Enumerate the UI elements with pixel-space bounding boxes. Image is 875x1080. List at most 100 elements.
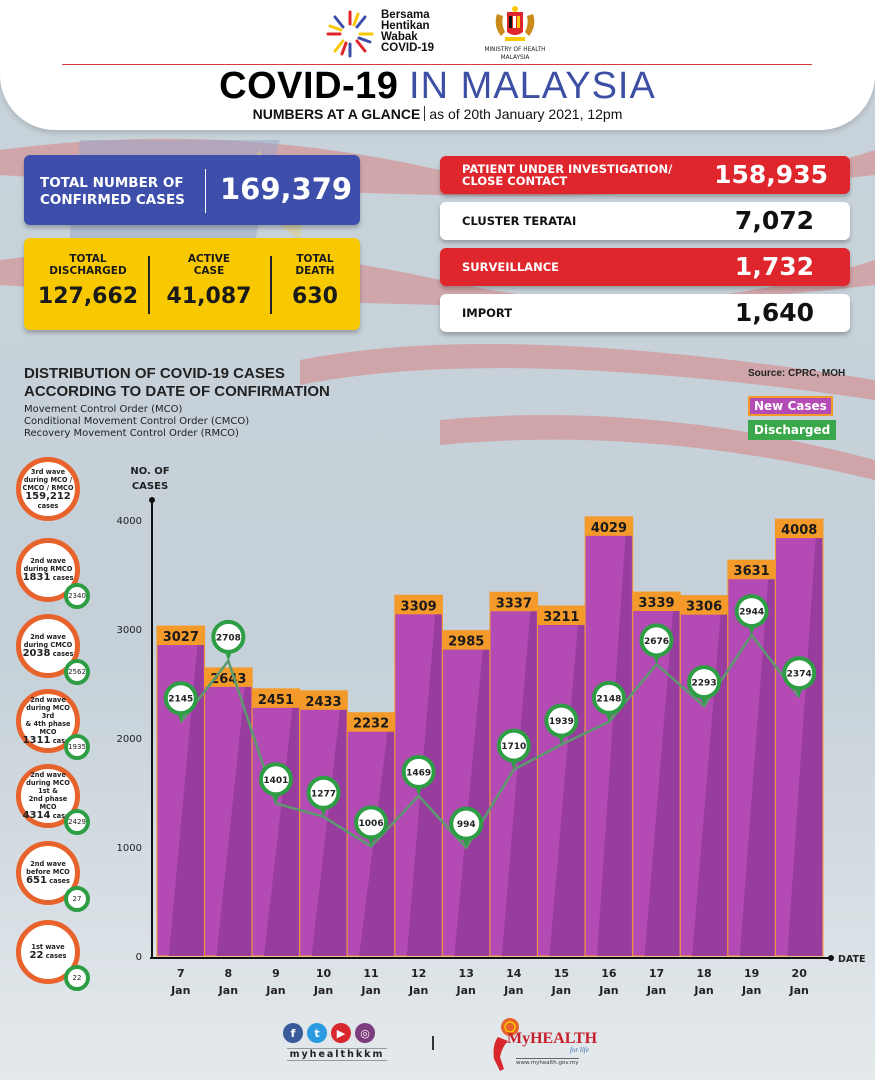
twitter-icon[interactable]: t	[307, 1023, 327, 1043]
bar-value-label: 3309	[401, 599, 437, 614]
discharged-marker	[163, 681, 198, 716]
x-tick-label-day: 14	[506, 967, 522, 980]
youtube-icon[interactable]: ▶	[331, 1023, 351, 1043]
chart-title: DISTRIBUTION OF COVID-19 CASES ACCORDING…	[24, 365, 330, 400]
bar-label-bg	[632, 592, 681, 612]
x-tick-label-month: Jan	[218, 984, 238, 997]
wave-text: 1st wave 22 cases	[29, 943, 67, 961]
discharged-value-label: 994	[457, 820, 476, 830]
y-tick-label: 4000	[117, 516, 142, 527]
x-tick-label-month: Jan	[789, 984, 809, 997]
bar-value-label: 2433	[305, 695, 341, 710]
bar-shade	[787, 537, 822, 956]
discharged-value-label: 2944	[739, 608, 764, 618]
discharged-value-label: 2293	[692, 679, 717, 689]
x-tick-label-day: 17	[649, 967, 664, 980]
campaign-logo-text: Bersama Hentikan Wabak COVID-19	[381, 9, 435, 54]
page-subtitle: NUMBERS AT A GLANCE as of 20th January 20…	[252, 106, 623, 122]
x-tick-label-month: Jan	[170, 984, 190, 997]
y-tick-label: 0	[136, 952, 142, 963]
discharged-marker	[782, 656, 817, 691]
bar-label-bg	[299, 690, 348, 710]
bar-value-label: 3306	[686, 600, 722, 615]
wave-text: 2nd wave during MCO 3rd & 4th phase MCO 131…	[22, 696, 74, 746]
x-tick-label-month: Jan	[360, 984, 380, 997]
discharged-value-label: 2374	[787, 670, 812, 680]
legend-discharged: Discharged	[748, 420, 837, 440]
x-tick-label-month: Jan	[693, 984, 713, 997]
wave-discharged-badge: 1935	[64, 734, 90, 760]
y-tick-label: 3000	[117, 625, 142, 636]
discharged-value-label: 1469	[406, 768, 431, 778]
x-tick-label-month: Jan	[456, 984, 476, 997]
bar-shade	[359, 730, 394, 956]
y-tick-label: 2000	[117, 734, 142, 745]
x-tick-label-day: 19	[744, 967, 759, 980]
y-axis-title: NO. OF CASES	[130, 466, 169, 492]
discharged-marker	[401, 754, 436, 789]
x-tick-label-day: 9	[272, 967, 280, 980]
social-handle: myhealthkkm	[287, 1048, 387, 1061]
header: Bersama Hentikan Wabak COVID-19 MINISTRY…	[0, 0, 875, 130]
footer-divider	[432, 1036, 434, 1050]
x-tick-label-day: 8	[225, 967, 233, 980]
x-tick-label-day: 11	[363, 967, 378, 980]
source-note: Source: CPRC, MOH	[748, 368, 846, 379]
wave-discharged-badge: 2429	[64, 809, 90, 835]
bar-value-label: 2451	[258, 693, 294, 708]
legend-new-cases: New Cases	[748, 396, 833, 416]
discharged-value-label: 1277	[311, 789, 336, 799]
wave-discharged-badge: 2340	[64, 583, 90, 609]
discharged-value-label: 1710	[501, 742, 526, 752]
category-pui-close-contact: PATIENT UNDER INVESTIGATION/CLOSE CONTAC…	[440, 156, 850, 194]
discharged-marker	[258, 762, 293, 797]
wave-discharged-badge: 27	[64, 886, 90, 912]
discharged-value-label: 1939	[549, 717, 574, 727]
y-tick-label: 1000	[117, 843, 142, 854]
total-death: TOTAL DEATH 630	[292, 253, 338, 309]
x-tick-label-day: 18	[696, 967, 711, 980]
wave-text: 3rd wave during MCO / CMCO / RMCO 159,212 ca…	[22, 468, 74, 510]
wave-discharged-badge: 22	[64, 965, 90, 991]
bar-shade	[264, 706, 299, 956]
discharged-marker	[734, 594, 769, 629]
x-tick-label-day: 13	[459, 967, 474, 980]
bar-value-label: 2643	[210, 672, 246, 687]
ministry-crest-icon	[495, 6, 535, 41]
myhealth-tagline: for life	[570, 1046, 589, 1054]
bar-label-bg	[394, 595, 443, 615]
x-tick-label-day: 20	[792, 967, 808, 980]
discharged-marker	[544, 703, 579, 738]
x-tick-label-day: 10	[316, 967, 332, 980]
bar-shade	[549, 624, 585, 956]
bar-value-label: 3027	[163, 630, 199, 645]
bar-label-bg	[252, 688, 300, 708]
bar-value-label: 2232	[353, 717, 389, 732]
y-axis-end-dot	[149, 497, 155, 503]
discharged-marker	[211, 619, 246, 654]
x-tick-label-day: 12	[411, 967, 426, 980]
x-tick-label-month: Jan	[646, 984, 666, 997]
discharged-value-label: 2145	[168, 695, 193, 705]
x-tick-label-month: Jan	[503, 984, 523, 997]
discharged-marker	[639, 623, 674, 658]
x-tick-label-month: Jan	[265, 984, 285, 997]
as-of-date: as of 20th January 2021, 12pm	[429, 106, 623, 122]
facebook-icon[interactable]: f	[283, 1023, 303, 1043]
discharged-marker	[306, 775, 341, 810]
myhealth-url[interactable]: www.myhealth.gov.my	[516, 1058, 579, 1066]
bar-label-bg	[442, 630, 490, 650]
instagram-icon[interactable]: ◎	[355, 1023, 375, 1043]
bar-label-bg	[537, 606, 586, 626]
discharged-marker	[496, 728, 531, 763]
discharged-value-label: 2708	[216, 633, 241, 643]
discharged-value-label: 1401	[263, 776, 288, 786]
bar-shade	[216, 685, 252, 956]
x-tick-label-month: Jan	[598, 984, 618, 997]
discharged-value-label: 2148	[596, 694, 621, 704]
confirmed-cases-value: 169,379	[220, 172, 353, 206]
wave-discharged-badge: 2562	[64, 659, 90, 685]
bar-value-label: 3337	[496, 596, 532, 611]
campaign-logo-icon	[326, 10, 374, 58]
